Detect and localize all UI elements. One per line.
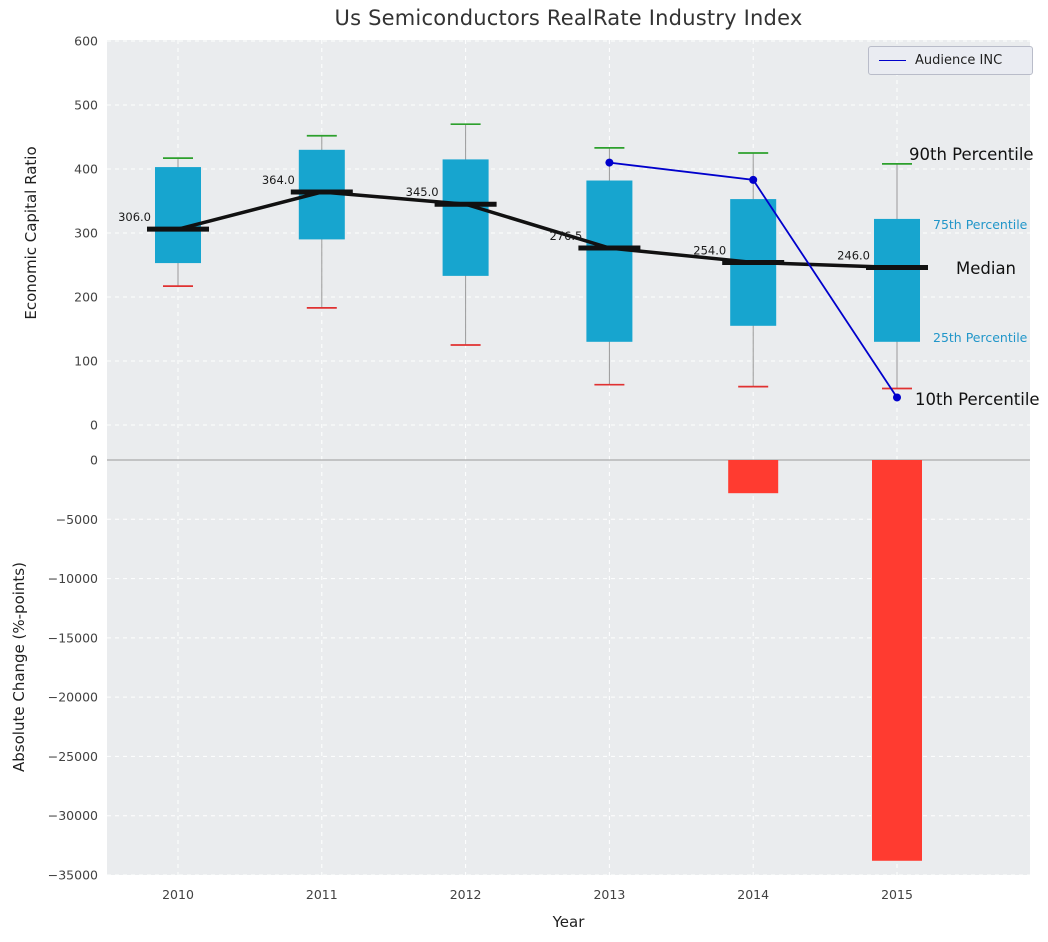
y-tick-label-bottom: −30000 [48,808,98,823]
median-label-2011: 364.0 [262,173,295,187]
y-tick-label-bottom: −10000 [48,571,98,586]
series-point-2014 [749,175,758,184]
x-tick-label: 2012 [450,887,482,902]
series-point-2015 [893,393,901,402]
median-label-2010: 306.0 [118,210,151,224]
series-point-2013 [605,158,614,167]
y-tick-label-top: 300 [74,226,98,241]
annotation-median: Median [956,259,1017,278]
bottom-y-axis-label: Absolute Change (%-points) [10,562,28,772]
x-tick-label: 2013 [593,887,625,902]
median-label-2013: 276.5 [549,229,582,243]
median-label-2012: 345.0 [406,185,439,199]
y-tick-label-top: 500 [74,98,98,113]
top-y-axis-label: Economic Capital Ratio [22,146,40,320]
chart-title: Us Semiconductors RealRate Industry Inde… [334,6,803,30]
x-tick-label: 2011 [306,887,338,902]
y-tick-label-top: 400 [74,162,98,177]
x-axis-label: Year [552,913,585,931]
median-label-2014: 254.0 [693,243,726,257]
x-tick-label: 2015 [881,887,913,902]
box-2010 [155,167,201,264]
y-tick-label-bottom: −15000 [48,630,98,645]
box-2012 [442,159,489,276]
y-tick-label-bottom: −25000 [48,749,98,764]
y-tick-label-bottom: −5000 [56,512,98,527]
y-tick-label-top: 200 [74,290,98,305]
annotation-10th-percentile: 10th Percentile [915,390,1040,409]
box-2015 [874,218,920,342]
annotation-90th-percentile: 90th Percentile [909,145,1034,164]
median-label-2015: 246.0 [837,249,870,263]
y-tick-label-bottom: 0 [90,453,98,468]
legend-label: Audience INC [915,53,1003,68]
y-tick-label-bottom: −35000 [48,868,98,883]
bar-2014 [728,460,779,494]
x-tick-label: 2010 [162,887,194,902]
annotation-25th-percentile: 25th Percentile [933,330,1028,345]
x-tick-label: 2014 [737,887,769,902]
y-tick-label-top: 600 [74,34,98,49]
annotation-75th-percentile: 75th Percentile [933,217,1028,232]
y-tick-label-bottom: −20000 [48,690,98,705]
legend: Audience INC [868,46,1033,75]
bar-2015 [872,460,922,861]
legend-line-sample [879,60,906,61]
y-tick-label-top: 0 [90,418,98,433]
y-tick-label-top: 100 [74,354,98,369]
box-2013 [586,180,633,342]
